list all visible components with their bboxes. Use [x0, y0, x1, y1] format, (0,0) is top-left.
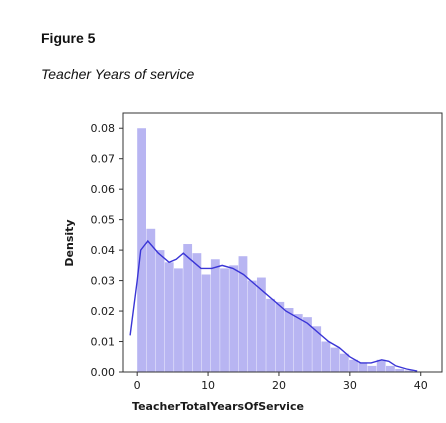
x-tick-label: 30 — [343, 379, 357, 392]
histogram-bar — [247, 280, 257, 372]
y-tick-label: 0.05 — [91, 214, 116, 227]
histogram-bar — [358, 362, 368, 372]
histogram-bar — [330, 347, 340, 372]
histogram-bar — [376, 359, 386, 372]
histogram-bar — [164, 262, 174, 372]
y-tick-label: 0.08 — [91, 122, 116, 135]
histogram-bars — [137, 128, 414, 372]
kde-curve — [129, 239, 418, 372]
histogram-bar — [229, 265, 239, 372]
figure-caption: Teacher Years of service — [41, 66, 195, 82]
x-tick-label: 0 — [134, 379, 141, 392]
histogram-bar — [266, 298, 276, 372]
y-tick-label: 0.04 — [91, 244, 116, 257]
plot-frame — [122, 112, 443, 373]
histogram-bar — [349, 359, 358, 372]
y-tick-label: 0.00 — [91, 366, 116, 379]
histogram-bar — [339, 353, 349, 372]
histogram-bar — [367, 365, 377, 372]
histogram-bar — [275, 301, 285, 372]
histogram-bar — [256, 277, 266, 372]
y-tick-label: 0.01 — [91, 336, 116, 349]
y-axis-ticks: 0.00 0.01 0.02 0.03 0.04 0.05 0.06 0.07 0.08 — [91, 122, 123, 379]
histogram-bar — [155, 250, 165, 372]
histogram-bar — [210, 259, 220, 372]
histogram-bar — [321, 341, 331, 372]
histogram-bar — [293, 314, 303, 372]
histogram-bar — [220, 268, 229, 372]
histogram-bar — [404, 370, 414, 372]
y-tick-label: 0.02 — [91, 305, 116, 318]
x-tick-label: 20 — [272, 379, 286, 392]
x-tick-label: 10 — [201, 379, 215, 392]
histogram-bar — [192, 253, 202, 372]
figure-label: Figure 5 — [41, 30, 96, 46]
x-axis-ticks: 0 10 20 30 40 — [134, 372, 428, 392]
histogram-bar — [284, 308, 294, 372]
histogram-bar — [312, 326, 322, 372]
histogram-bar — [385, 365, 395, 372]
x-axis-title: TeacherTotalYearsOfService — [132, 400, 304, 413]
y-tick-label: 0.06 — [91, 183, 116, 196]
y-tick-label: 0.07 — [91, 153, 116, 166]
histogram-bar — [146, 228, 156, 372]
x-tick-label: 40 — [414, 379, 428, 392]
histogram-bar — [303, 317, 312, 372]
histogram-bar — [238, 256, 248, 372]
histogram-bar — [183, 244, 193, 372]
y-tick-label: 0.03 — [91, 275, 116, 288]
y-axis-title: Density — [63, 219, 76, 266]
histogram-bar — [174, 268, 183, 372]
histogram-bar — [137, 128, 146, 372]
histogram-bar — [395, 368, 405, 372]
histogram-bar — [201, 274, 211, 372]
